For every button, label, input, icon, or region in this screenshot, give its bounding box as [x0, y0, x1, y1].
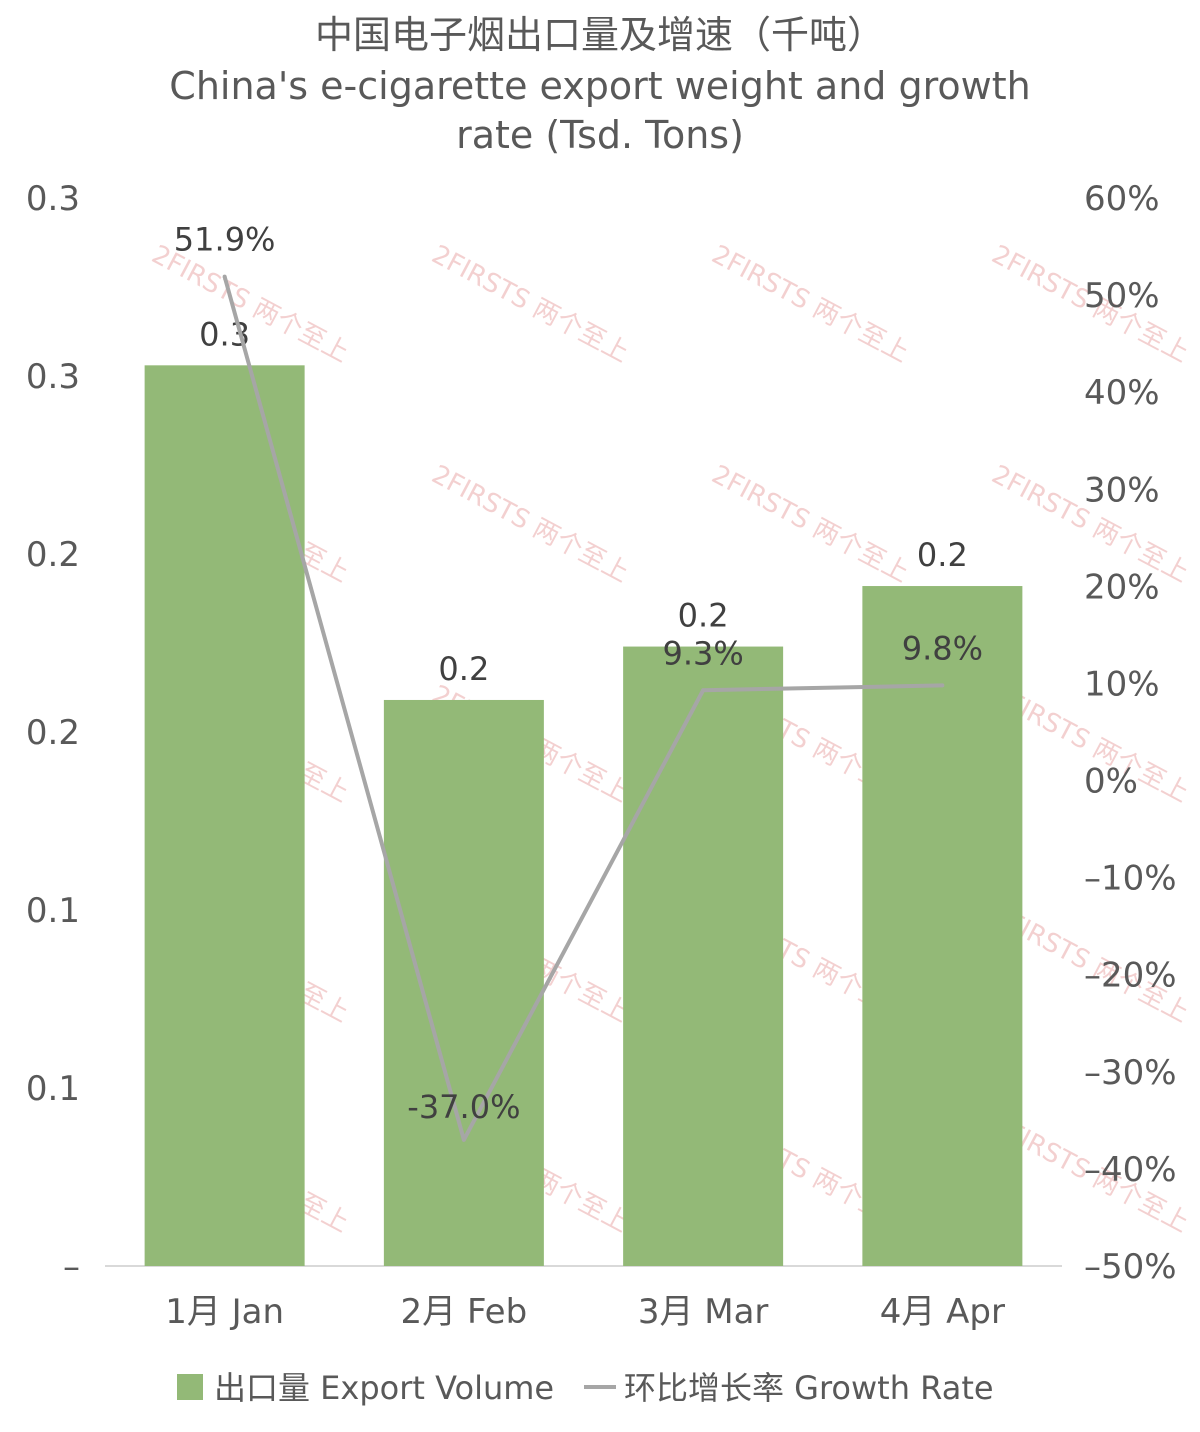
left-axis-tick-label: 0.2: [26, 713, 80, 753]
watermark-text: 2FIRSTS 两个至上: [707, 460, 914, 589]
left-axis-tick-labels: – 0.1 0.1 0.2 0.2 0.3 0.3: [26, 179, 80, 1287]
chart-title-line: rate (Tsd. Tons): [456, 113, 744, 157]
left-axis-tick-label: 0.3: [26, 357, 80, 397]
left-axis-tick-label: 0.1: [26, 1069, 80, 1109]
bar-series: [144, 365, 1023, 1266]
bar: [623, 646, 784, 1266]
x-axis-tick-label: 2月 Feb: [401, 1292, 528, 1332]
bar-data-label: 0.2: [438, 650, 489, 688]
growth-rate-point: [940, 683, 945, 688]
bar: [144, 365, 305, 1266]
line-data-label: 9.3%: [662, 634, 743, 672]
line-data-label: 51.9%: [174, 221, 276, 259]
growth-rate-point: [701, 688, 706, 693]
bar-data-labels: 0.30.20.20.2: [199, 315, 968, 688]
right-axis-tick-label: –10%: [1084, 859, 1177, 899]
bar-data-label: 0.2: [917, 536, 968, 574]
left-axis-tick-label: –: [63, 1247, 80, 1287]
left-axis-tick-label: 0.2: [26, 535, 80, 575]
right-axis-tick-labels: –50% –40% –30% –20% –10% 0% 10% 20% 30% 40% 50% 60%: [1084, 179, 1177, 1287]
line-data-label: 9.8%: [902, 629, 983, 667]
right-axis-tick-label: 30%: [1084, 470, 1160, 510]
growth-rate-point: [222, 274, 227, 279]
x-axis-tick-labels: 1月 Jan 2月 Feb 3月 Mar 4月 Apr: [165, 1292, 1005, 1332]
left-axis-tick-label: 0.3: [26, 179, 80, 219]
line-data-label: -37.0%: [407, 1088, 520, 1126]
bar-data-label: 0.2: [678, 597, 729, 635]
right-axis-tick-label: 50%: [1084, 276, 1160, 316]
right-axis-tick-label: 60%: [1084, 179, 1160, 219]
right-axis-tick-label: 20%: [1084, 567, 1160, 607]
watermark-text: 2FIRSTS 两个至上: [707, 240, 914, 369]
legend-bar-label: 出口量 Export Volume: [214, 1369, 554, 1407]
right-axis-tick-label: –30%: [1084, 1053, 1177, 1093]
right-axis-tick-label: 10%: [1084, 664, 1160, 704]
growth-rate-line: [222, 276, 943, 1142]
line-data-labels: 51.9% -37.0% 9.3% 9.8%: [174, 221, 983, 1126]
watermark-text: 2FIRSTS 两个至上: [427, 240, 634, 369]
x-axis-tick-label: 4月 Apr: [880, 1292, 1005, 1332]
right-axis-tick-label: 0%: [1084, 762, 1138, 802]
line-series: [222, 274, 945, 1142]
bar: [862, 586, 1023, 1266]
right-axis-tick-label: –20%: [1084, 956, 1177, 996]
legend-line-label: 环比增长率 Growth Rate: [624, 1369, 994, 1407]
x-axis-tick-label: 1月 Jan: [165, 1292, 284, 1332]
chart-title-line: 中国电子烟出口量及增速（千吨）: [315, 13, 885, 57]
right-axis-tick-label: –40%: [1084, 1150, 1177, 1190]
legend: 出口量 Export Volume 环比增长率 Growth Rate: [177, 1369, 994, 1407]
chart-title-line: China's e-cigarette export weight and gr…: [169, 64, 1030, 108]
right-axis-tick-label: 40%: [1084, 373, 1160, 413]
right-axis-tick-label: –50%: [1084, 1247, 1177, 1287]
watermark-text: 2FIRSTS 两个至上: [147, 240, 354, 369]
growth-rate-point: [461, 1137, 466, 1142]
bar: [383, 699, 544, 1266]
watermark-text: 2FIRSTS 两个至上: [427, 460, 634, 589]
chart-title: 中国电子烟出口量及增速（千吨） China's e-cigarette expor…: [169, 13, 1030, 157]
left-axis-tick-label: 0.1: [26, 891, 80, 931]
x-axis-tick-label: 3月 Mar: [638, 1292, 769, 1332]
legend-bar-swatch: [177, 1374, 203, 1400]
